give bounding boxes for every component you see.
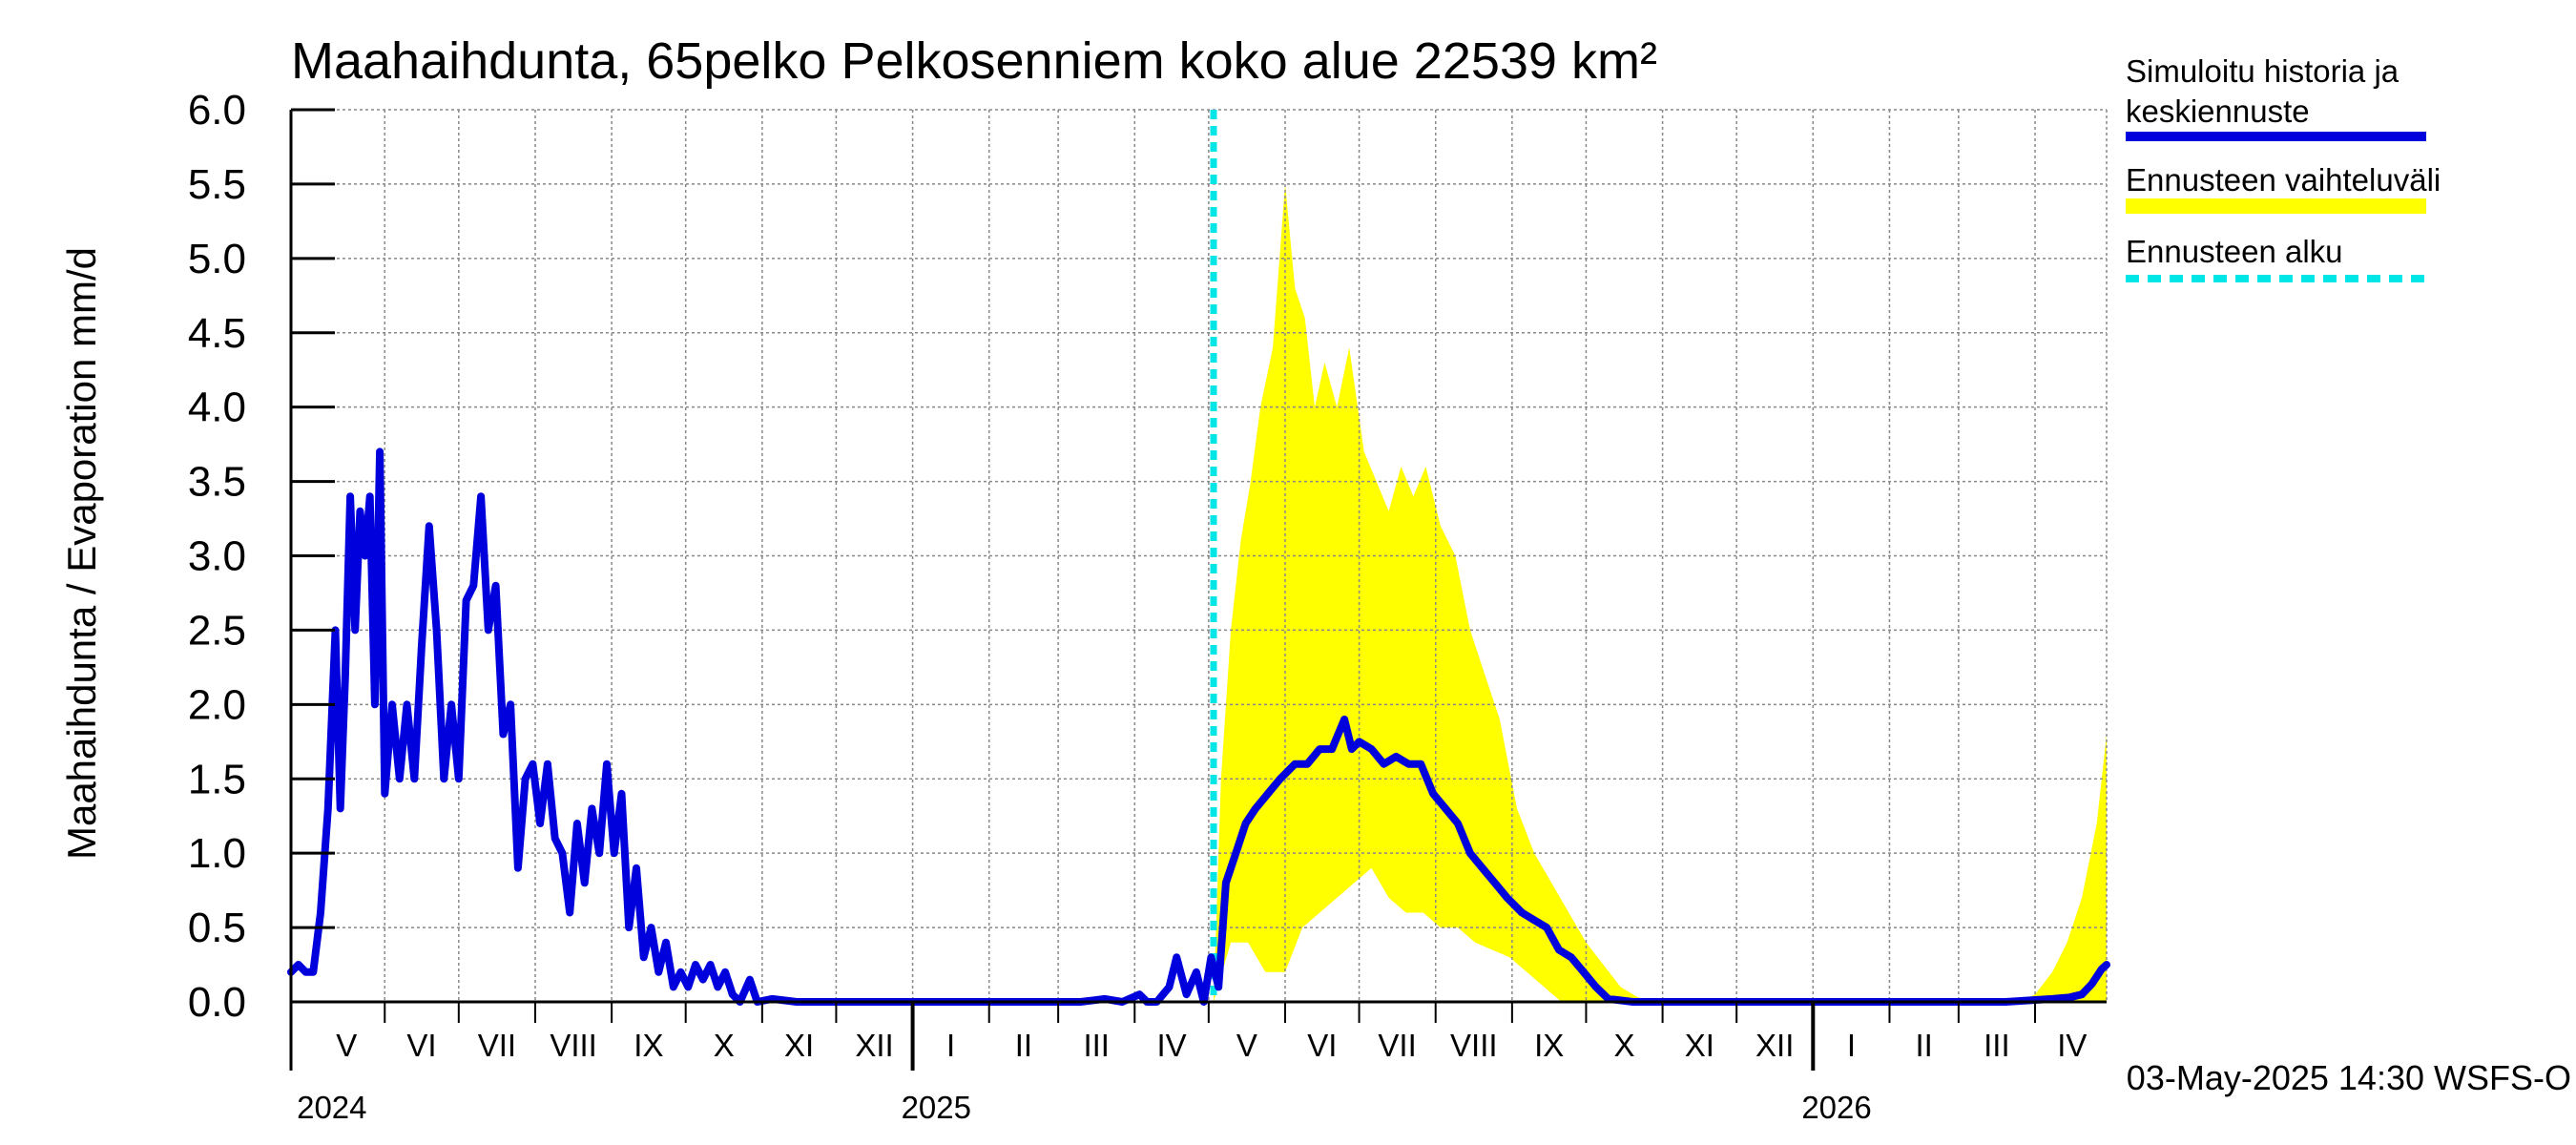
- y-tick-label-12: 6.0: [188, 87, 246, 134]
- y-tick-label-6: 3.0: [188, 533, 246, 580]
- month-label-0: V: [336, 1028, 357, 1063]
- month-label-11: IV: [1157, 1028, 1187, 1063]
- month-label-10: III: [1083, 1028, 1110, 1063]
- year-label-2025: 2025: [902, 1090, 971, 1125]
- month-label-19: XII: [1755, 1028, 1794, 1063]
- month-label-13: VI: [1307, 1028, 1337, 1063]
- year-label-2024: 2024: [297, 1090, 366, 1125]
- month-label-18: XI: [1685, 1028, 1714, 1063]
- history-series: [287, 448, 2110, 1006]
- month-label-16: IX: [1534, 1028, 1564, 1063]
- legend-range-label: Ennusteen vaihteluväli: [2126, 162, 2441, 198]
- y-tick-label-9: 4.5: [188, 310, 246, 357]
- y-tick-label-10: 5.0: [188, 236, 246, 282]
- legend-history-label-2: keskiennuste: [2126, 94, 2310, 129]
- month-label-4: IX: [634, 1028, 663, 1063]
- month-label-23: IV: [2057, 1028, 2087, 1063]
- month-label-21: II: [1916, 1028, 1933, 1063]
- y-axis-label: Maahaihdunta / Evaporation mm/d: [59, 247, 104, 860]
- month-label-3: VIII: [550, 1028, 597, 1063]
- month-label-6: XI: [784, 1028, 814, 1063]
- chart-title: Maahaihdunta, 65pelko Pelkosenniem koko …: [291, 32, 1657, 90]
- y-tick-label-2: 1.0: [188, 830, 246, 877]
- month-label-20: I: [1847, 1028, 1856, 1063]
- y-tick-label-4: 2.0: [188, 681, 246, 728]
- y-tick-labels: 0.0 0.5 1.0 1.5 2.0 2.5 3.0 3.5 4.0 4.5 5.0 5.5 6.0: [188, 87, 246, 1026]
- y-tick-label-1: 0.5: [188, 905, 246, 951]
- month-label-17: X: [1613, 1028, 1634, 1063]
- y-tick-label-3: 1.5: [188, 756, 246, 802]
- year-label-2026: 2026: [1801, 1090, 1871, 1125]
- legend-forecast-start-label: Ennusteen alku: [2126, 234, 2343, 269]
- month-label-7: XII: [855, 1028, 893, 1063]
- legend-history-label-1: Simuloitu historia ja: [2126, 53, 2399, 89]
- y-tick-label-5: 2.5: [188, 607, 246, 654]
- month-label-2: VII: [478, 1028, 516, 1063]
- footer-timestamp: 03-May-2025 14:30 WSFS-O: [2127, 1058, 2571, 1097]
- month-label-5: X: [714, 1028, 735, 1063]
- axes: [289, 108, 2107, 1071]
- x-tick-labels: V VI VII VIII IX X XI XII I II III IV V VI VII VIII IX X X…: [297, 1028, 2087, 1125]
- month-label-22: III: [1984, 1028, 2010, 1063]
- month-label-14: VII: [1378, 1028, 1416, 1063]
- history-series-line: [287, 448, 2110, 1006]
- y-tick-label-7: 3.5: [188, 459, 246, 506]
- legend: Simuloitu historia ja keskiennuste Ennus…: [2126, 53, 2441, 282]
- month-label-1: VI: [406, 1028, 436, 1063]
- y-tick-label-8: 4.0: [188, 385, 246, 431]
- y-tick-label-0: 0.0: [188, 979, 246, 1026]
- month-label-9: II: [1015, 1028, 1032, 1063]
- month-label-8: I: [946, 1028, 955, 1063]
- month-label-15: VIII: [1450, 1028, 1498, 1063]
- y-tick-label-11: 5.5: [188, 161, 246, 208]
- month-label-12: V: [1236, 1028, 1257, 1063]
